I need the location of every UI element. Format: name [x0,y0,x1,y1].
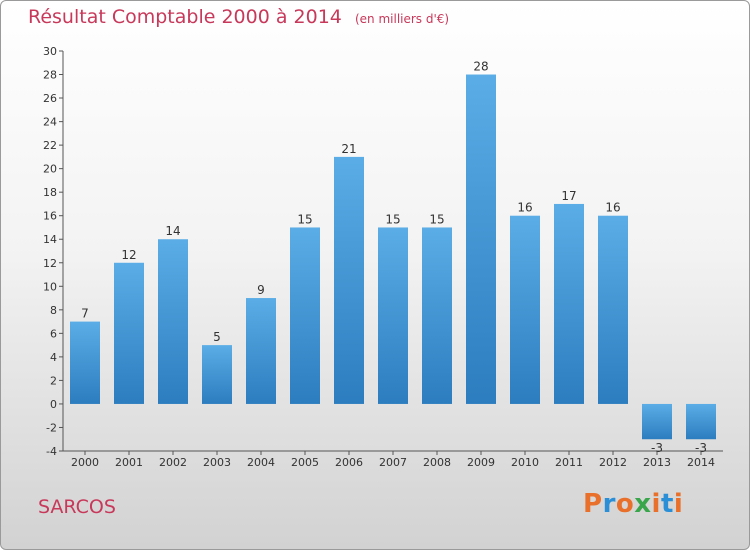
y-tick-label: 16 [43,210,57,223]
x-tick-label: 2010 [511,456,539,469]
y-tick-label: 26 [43,92,57,105]
chart-title: Résultat Comptable 2000 à 2014 [28,6,342,28]
bar-2012 [598,215,628,404]
bar-2000 [70,321,100,404]
data-label-2010: 16 [517,201,532,215]
bar-2014 [686,403,716,440]
data-label-2012: 16 [605,201,620,215]
bar-2007 [378,227,408,404]
bar-2004 [246,298,276,404]
data-label-2007: 15 [385,212,400,226]
x-tick-label: 2007 [379,456,407,469]
bar-2006 [334,156,364,404]
logo-letter: x [634,489,652,519]
x-tick-label: 2011 [555,456,583,469]
logo-letter: r [602,489,616,519]
data-label-2013: -3 [651,441,663,455]
x-tick-label: 2009 [467,456,495,469]
x-tick-label: 2003 [203,456,231,469]
bar-2003 [202,345,232,404]
y-tick-label: 30 [43,45,57,58]
y-tick-label: 2 [50,374,57,387]
data-label-2000: 7 [81,307,89,321]
x-tick-label: 2004 [247,456,275,469]
bar-2008 [422,227,452,404]
y-tick-label: 12 [43,257,57,270]
data-label-2014: -3 [695,441,707,455]
y-tick-label: 10 [43,280,57,293]
bar-2013 [642,403,672,440]
x-tick-label: 2000 [71,456,99,469]
y-tick-label: 22 [43,139,57,152]
x-tick-label: 2012 [599,456,627,469]
commune-name: SARCOS [38,496,116,518]
bar-2005 [290,227,320,404]
proxiti-logo: Proxiti [583,489,683,519]
bar-2009 [466,74,496,404]
data-label-2001: 12 [121,248,136,262]
logo-letter: i [651,489,661,519]
data-label-2011: 17 [561,189,576,203]
y-tick-label: -4 [46,445,57,458]
y-tick-label: 6 [50,327,57,340]
data-label-2005: 15 [297,212,312,226]
x-tick-label: 2013 [643,456,671,469]
y-tick-label: 14 [43,233,57,246]
x-tick-label: 2001 [115,456,143,469]
data-labels: 7 12 14 5 9 15 21 15 15 28 16 17 16 -3 -3 [81,60,707,456]
chart-subtitle: (en milliers d'€) [354,12,450,26]
y-tick-label: 20 [43,163,57,176]
data-label-2002: 14 [165,224,180,238]
bars [70,74,716,440]
data-label-2004: 9 [257,283,265,297]
logo-letter: i [673,489,684,519]
y-tick-label: 4 [50,351,57,364]
bar-2001 [114,262,144,404]
logo-letter: o [615,489,635,519]
bar-2002 [158,239,188,404]
bar-2011 [554,203,584,404]
data-label-2008: 15 [429,212,444,226]
logo-letter: P [583,489,603,519]
data-label-2009: 28 [473,60,488,74]
y-tick-label: 18 [43,186,57,199]
data-label-2006: 21 [341,142,356,156]
x-tick-label: 2008 [423,456,451,469]
logo-letter: t [660,489,674,519]
x-tick-label: 2006 [335,456,363,469]
x-tick-label: 2014 [687,456,715,469]
data-label-2003: 5 [213,330,221,344]
y-tick-label: -2 [46,421,57,434]
y-tick-label: 8 [50,304,57,317]
bar-2010 [510,215,540,404]
y-tick-label: 0 [50,398,57,411]
y-tick-label: 28 [43,69,57,82]
x-tick-label: 2005 [291,456,319,469]
y-tick-label: 24 [43,116,57,129]
chart-title-block: Résultat Comptable 2000 à 2014 (en milli… [28,6,449,28]
x-tick-label: 2002 [159,456,187,469]
